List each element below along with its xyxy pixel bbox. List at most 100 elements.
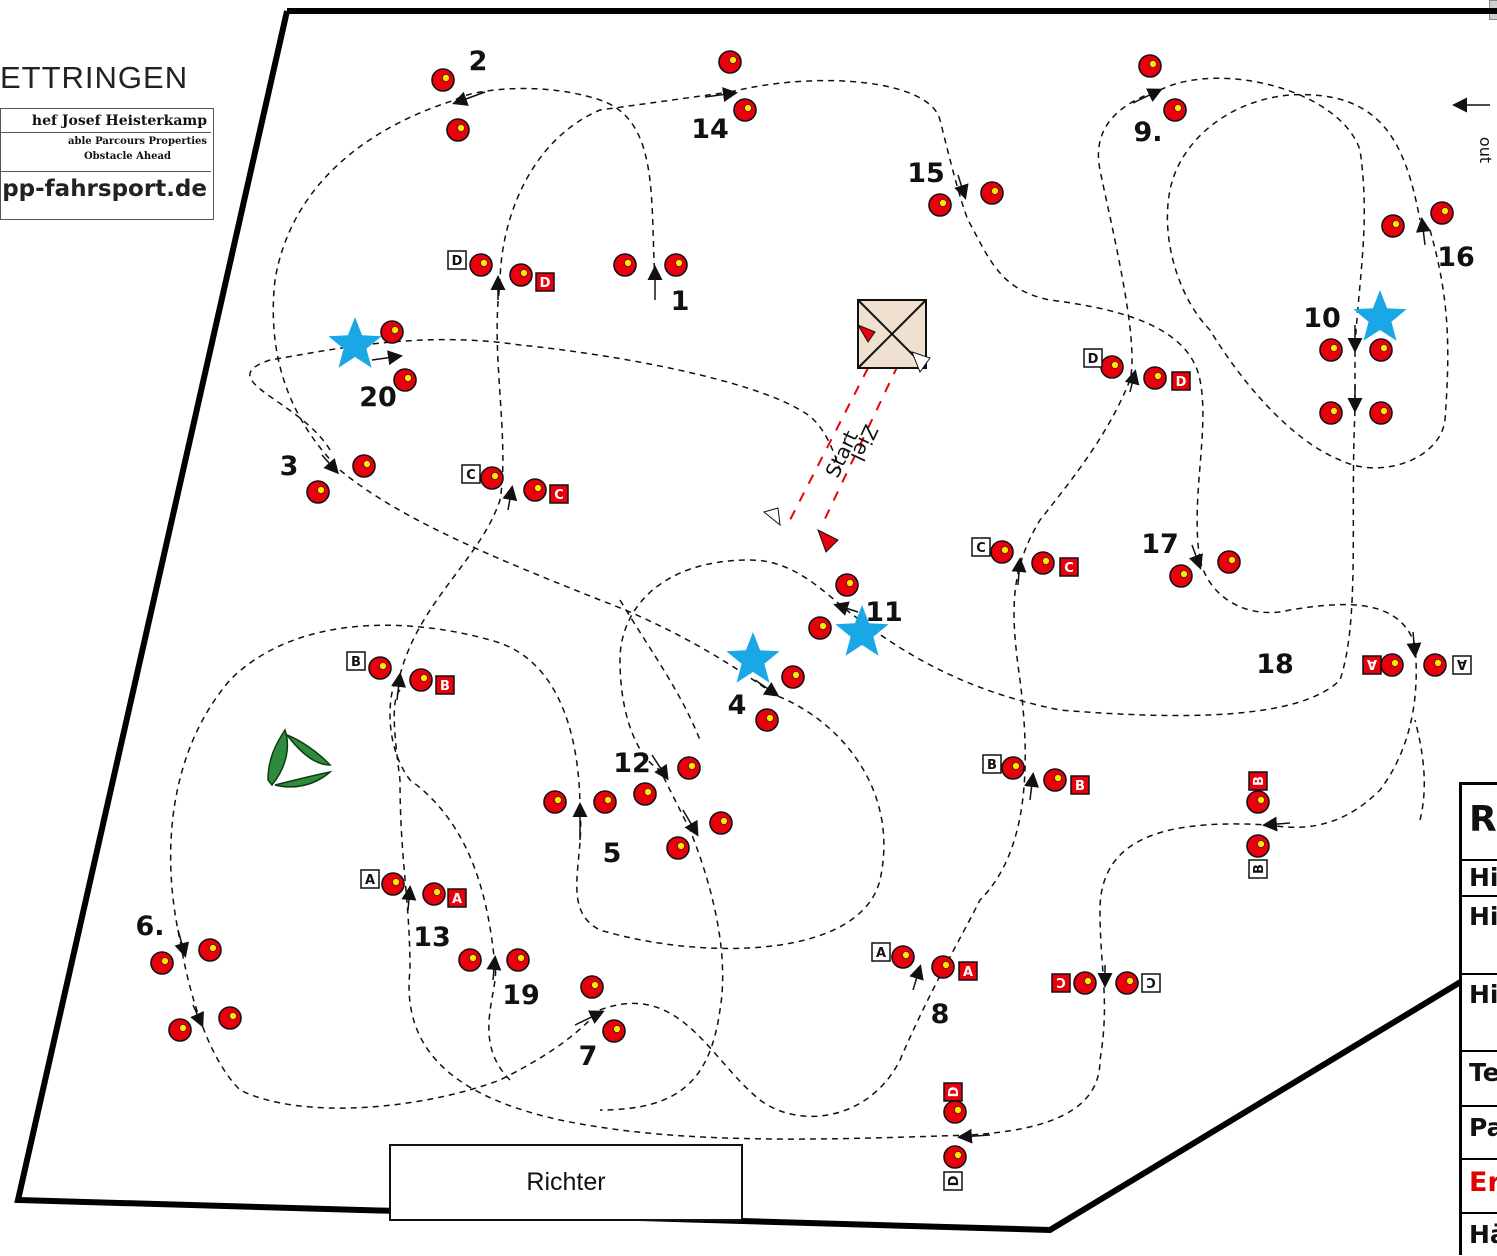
cone-icon: [1381, 214, 1405, 238]
cone-icon: [381, 872, 405, 896]
gate-letter-box: D: [943, 1171, 963, 1191]
brand-website[interactable]: pp-fahrsport.de: [1, 171, 211, 205]
judge-label: Richter: [526, 1168, 606, 1196]
gate-letter-box: C: [1051, 973, 1071, 993]
svg-text:C: C: [466, 468, 476, 483]
judge-box: Richter: [389, 1144, 743, 1221]
arrow-b3: [1262, 816, 1291, 832]
arrow-18: [1406, 631, 1422, 658]
cone-icon: [666, 836, 690, 860]
bush-obstacle-icon: [267, 728, 333, 788]
brand-line1: hef Josef Heisterkamp: [1, 109, 211, 133]
cone-icon: [593, 790, 617, 814]
cone-icon: [733, 98, 757, 122]
gate-letter-box: A: [447, 888, 467, 908]
arrow-9: [1132, 88, 1163, 104]
arrow-16: [1415, 217, 1431, 246]
cone-icon: [1031, 551, 1055, 575]
results-row-highlight: Er: [1462, 1158, 1497, 1202]
cone-icon: [1100, 355, 1124, 379]
obstacle-number: 10: [1303, 303, 1341, 334]
svg-text:C: C: [1146, 974, 1156, 989]
gate-letter-box: A: [958, 961, 978, 981]
obstacle-number: 12: [613, 748, 651, 779]
gate-letter-box: C: [549, 484, 569, 504]
arrow-14: [704, 87, 738, 103]
cone-icon: [1246, 834, 1270, 858]
cone-icon: [523, 478, 547, 502]
gate-letter-box: A: [360, 869, 380, 889]
svg-text:B: B: [1075, 779, 1085, 794]
arrow-c2: [1011, 557, 1027, 586]
cone-icon: [480, 466, 504, 490]
svg-text:B: B: [351, 655, 361, 670]
svg-text:B: B: [987, 758, 997, 773]
flag-icon: [856, 323, 876, 343]
star-icon: [328, 317, 382, 368]
arrow-12b: [682, 809, 699, 837]
arrow-2: [452, 91, 486, 106]
arrow-4: [754, 679, 780, 697]
gate-letter-box: D: [1171, 371, 1191, 391]
cone-icon: [198, 938, 222, 962]
obstacle-number: 15: [907, 158, 945, 189]
start-finish: Start Ziel: [762, 299, 931, 553]
svg-text:A: A: [876, 946, 886, 961]
gate-letter-box: A: [1452, 655, 1472, 675]
cone-icon: [709, 811, 733, 835]
arrow-d2: [1124, 369, 1140, 393]
cone-icon: [1115, 971, 1139, 995]
arrow-b1: [391, 672, 407, 701]
out-label: out: [1476, 137, 1495, 163]
cone-icon: [458, 948, 482, 972]
arrow-7: [574, 1010, 605, 1026]
gate-letter-box: B: [1070, 775, 1090, 795]
gate-letter-box: C: [971, 537, 991, 557]
arrow-b2: [1024, 772, 1040, 801]
cone-icon: [1163, 98, 1187, 122]
cone-icon: [509, 263, 533, 287]
svg-text:D: D: [947, 1086, 962, 1097]
cone-icon: [808, 616, 832, 640]
cone-icon: [1001, 756, 1025, 780]
results-row: Hi: [1462, 973, 1497, 1033]
svg-text:C: C: [1064, 561, 1074, 576]
svg-text:A: A: [452, 892, 462, 907]
cones-layer: [150, 50, 1454, 1169]
direction-arrows: [174, 87, 1490, 1144]
gate-letter-box: D: [943, 1082, 963, 1102]
cone-icon: [1319, 338, 1343, 362]
arrow-19: [486, 955, 502, 981]
arrow-6: [174, 929, 189, 958]
cone-icon: [943, 1145, 967, 1169]
obstacle-number: 20: [359, 382, 397, 413]
cone-icon: [1369, 338, 1393, 362]
cone-icon: [613, 253, 637, 277]
cone-icon: [990, 540, 1014, 564]
svg-text:A: A: [1457, 656, 1467, 671]
cone-icon: [306, 480, 330, 504]
cone-icon: [368, 656, 392, 680]
course-path: [169, 77, 1449, 1140]
cone-icon: [580, 975, 604, 999]
arrow-17: [1188, 544, 1203, 570]
cone-icon: [218, 1006, 242, 1030]
cone-icon: [1217, 550, 1241, 574]
cone-icon: [1073, 971, 1097, 995]
gate-letter-box: B: [982, 754, 1002, 774]
cone-icon: [1369, 401, 1393, 425]
svg-text:D: D: [452, 254, 463, 269]
results-header: R: [1469, 799, 1497, 840]
svg-text:A: A: [963, 965, 973, 980]
brand-line3: Obstacle Ahead: [83, 151, 171, 162]
gate-letter-box: A: [1362, 655, 1382, 675]
flag-icon: [817, 528, 839, 553]
brand-line2: able Parcours Properties: [67, 136, 207, 147]
cone-icon: [150, 951, 174, 975]
svg-text:B: B: [1252, 864, 1267, 874]
cone-icon: [943, 1100, 967, 1124]
arrow-12: [651, 754, 669, 781]
results-row: Hi: [1462, 859, 1497, 893]
cone-icon: [633, 782, 657, 806]
